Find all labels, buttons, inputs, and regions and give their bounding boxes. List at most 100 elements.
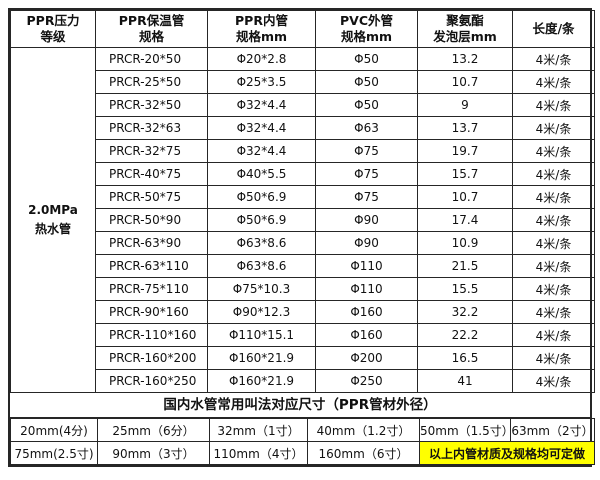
spec-row: PRCR-50*75 Φ50*6.9 Φ75 10.7 4米/条 bbox=[11, 185, 595, 209]
length-per-piece-cell: 4米/条 bbox=[512, 254, 595, 278]
outer-pipe-spec-cell: Φ160 bbox=[315, 323, 418, 347]
length-per-piece-cell: 4米/条 bbox=[512, 70, 595, 94]
naming-table: 20mm(4分) 25mm（6分） 32mm（1寸） 40mm（1.2寸） 50mm（1… bbox=[10, 418, 595, 465]
insulation-spec-cell: PRCR-32*50 bbox=[95, 93, 208, 117]
inner-pipe-spec-cell: Φ110*15.1 bbox=[207, 323, 316, 347]
foam-thickness-cell: 13.2 bbox=[417, 47, 513, 71]
foam-thickness-cell: 19.7 bbox=[417, 139, 513, 163]
inner-pipe-spec-cell: Φ25*3.5 bbox=[207, 70, 316, 94]
insulation-spec-cell: PRCR-75*110 bbox=[95, 277, 208, 301]
naming-row: 75mm(2.5寸) 90mm（3寸） 110mm（4寸） 160mm（6寸） 以上内管… bbox=[10, 441, 595, 465]
insulation-spec-cell: PRCR-160*200 bbox=[95, 346, 208, 370]
foam-thickness-cell: 10.9 bbox=[417, 231, 513, 255]
spec-row: PRCR-40*75 Φ40*5.5 Φ75 15.7 4米/条 bbox=[11, 162, 595, 186]
inner-pipe-spec-cell: Φ50*6.9 bbox=[207, 185, 316, 209]
outer-pipe-spec-cell: Φ110 bbox=[315, 254, 418, 278]
size-name-cell: 40mm（1.2寸） bbox=[307, 418, 420, 442]
foam-thickness-cell: 21.5 bbox=[417, 254, 513, 278]
size-name-cell: 20mm(4分) bbox=[10, 418, 98, 442]
naming-rows: 20mm(4分) 25mm（6分） 32mm（1寸） 40mm（1.2寸） 50mm（1… bbox=[10, 418, 595, 465]
inner-pipe-spec-cell: Φ90*12.3 bbox=[207, 300, 316, 324]
foam-thickness-cell: 15.5 bbox=[417, 277, 513, 301]
insulation-spec-cell: PRCR-63*90 bbox=[95, 231, 208, 255]
foam-thickness-cell: 15.7 bbox=[417, 162, 513, 186]
outer-pipe-spec-cell: Φ50 bbox=[315, 93, 418, 117]
foam-thickness-cell: 10.7 bbox=[417, 70, 513, 94]
spec-row: PRCR-110*160 Φ110*15.1 Φ160 22.2 4米/条 bbox=[11, 323, 595, 347]
inner-pipe-spec-cell: Φ40*5.5 bbox=[207, 162, 316, 186]
insulation-spec-cell: PRCR-90*160 bbox=[95, 300, 208, 324]
outer-pipe-spec-cell: Φ90 bbox=[315, 231, 418, 255]
length-per-piece-cell: 4米/条 bbox=[512, 277, 595, 301]
foam-thickness-cell: 13.7 bbox=[417, 116, 513, 140]
insulation-spec-cell: PRCR-50*90 bbox=[95, 208, 208, 232]
length-per-piece-cell: 4米/条 bbox=[512, 139, 595, 163]
inner-pipe-spec-cell: Φ160*21.9 bbox=[207, 369, 316, 393]
outer-pipe-spec-cell: Φ50 bbox=[315, 70, 418, 94]
spec-rows: 2.0MPa 热水管 PRCR-20*50 Φ20*2.8 Φ50 13.2 4米/条 PRC… bbox=[10, 47, 595, 393]
column-header-length-per-piece: 长度/条 bbox=[512, 10, 595, 48]
column-header-pressure-grade: PPR压力 等级 bbox=[10, 10, 96, 48]
inner-pipe-spec-cell: Φ63*8.6 bbox=[207, 231, 316, 255]
insulation-spec-cell: PRCR-32*75 bbox=[95, 139, 208, 163]
length-per-piece-cell: 4米/条 bbox=[512, 369, 595, 393]
inner-pipe-spec-cell: Φ20*2.8 bbox=[207, 47, 316, 71]
spec-row: PRCR-75*110 Φ75*10.3 Φ110 15.5 4米/条 bbox=[11, 277, 595, 301]
insulation-spec-cell: PRCR-40*75 bbox=[95, 162, 208, 186]
spec-row: PRCR-32*63 Φ32*4.4 Φ63 13.7 4米/条 bbox=[11, 116, 595, 140]
column-header-insulation-spec: PPR保温管 规格 bbox=[95, 10, 208, 48]
inner-pipe-spec-cell: Φ32*4.4 bbox=[207, 116, 316, 140]
foam-thickness-cell: 22.2 bbox=[417, 323, 513, 347]
insulation-spec-cell: PRCR-110*160 bbox=[95, 323, 208, 347]
foam-thickness-cell: 32.2 bbox=[417, 300, 513, 324]
insulation-spec-cell: PRCR-20*50 bbox=[95, 47, 208, 71]
size-name-cell: 25mm（6分） bbox=[97, 418, 210, 442]
size-name-cell: 75mm(2.5寸) bbox=[10, 441, 98, 465]
spec-row: PRCR-160*250 Φ160*21.9 Φ250 41 4米/条 bbox=[11, 369, 595, 393]
length-per-piece-cell: 4米/条 bbox=[512, 47, 595, 71]
insulation-spec-cell: PRCR-32*63 bbox=[95, 116, 208, 140]
length-per-piece-cell: 4米/条 bbox=[512, 300, 595, 324]
outer-pipe-spec-cell: Φ75 bbox=[315, 139, 418, 163]
inner-pipe-spec-cell: Φ63*8.6 bbox=[207, 254, 316, 278]
spec-row: PRCR-32*75 Φ32*4.4 Φ75 19.7 4米/条 bbox=[11, 139, 595, 163]
length-per-piece-cell: 4米/条 bbox=[512, 323, 595, 347]
spec-row: PRCR-63*110 Φ63*8.6 Φ110 21.5 4米/条 bbox=[11, 254, 595, 278]
foam-thickness-cell: 10.7 bbox=[417, 185, 513, 209]
custom-order-note: 以上内管材质及规格均可定做 bbox=[419, 441, 595, 465]
inner-pipe-spec-cell: Φ32*4.4 bbox=[207, 139, 316, 163]
main-spec-table: PPR压力 等级 PPR保温管 规格 PPR内管 规格mm PVC外管 规格mm 聚氨酯 发泡层m… bbox=[10, 10, 595, 393]
outer-pipe-spec-cell: Φ50 bbox=[315, 47, 418, 71]
inner-pipe-spec-cell: Φ32*4.4 bbox=[207, 93, 316, 117]
length-per-piece-cell: 4米/条 bbox=[512, 208, 595, 232]
spec-row: PRCR-32*50 Φ32*4.4 Φ50 9 4米/条 bbox=[11, 93, 595, 117]
outer-pipe-spec-cell: Φ250 bbox=[315, 369, 418, 393]
spec-row: PRCR-90*160 Φ90*12.3 Φ160 32.2 4米/条 bbox=[11, 300, 595, 324]
pressure-grade-cell: 2.0MPa 热水管 bbox=[10, 47, 96, 393]
size-name-cell: 160mm（6寸） bbox=[307, 441, 420, 465]
column-header-outer-pipe-spec: PVC外管 规格mm bbox=[315, 10, 418, 48]
insulation-spec-cell: PRCR-160*250 bbox=[95, 369, 208, 393]
column-header-foam-layer: 聚氨酯 发泡层mm bbox=[417, 10, 513, 48]
length-per-piece-cell: 4米/条 bbox=[512, 162, 595, 186]
insulation-spec-cell: PRCR-25*50 bbox=[95, 70, 208, 94]
length-per-piece-cell: 4米/条 bbox=[512, 93, 595, 117]
foam-thickness-cell: 41 bbox=[417, 369, 513, 393]
size-name-cell: 90mm（3寸） bbox=[97, 441, 210, 465]
outer-pipe-spec-cell: Φ75 bbox=[315, 162, 418, 186]
foam-thickness-cell: 17.4 bbox=[417, 208, 513, 232]
length-per-piece-cell: 4米/条 bbox=[512, 346, 595, 370]
size-name-cell: 63mm（2寸） bbox=[510, 418, 595, 442]
pipe-spec-sheet: PPR压力 等级 PPR保温管 规格 PPR内管 规格mm PVC外管 规格mm 聚氨酯 发泡层m… bbox=[8, 8, 595, 467]
column-header-inner-pipe-spec: PPR内管 规格mm bbox=[207, 10, 316, 48]
size-name-cell: 50mm（1.5寸） bbox=[419, 418, 511, 442]
insulation-spec-cell: PRCR-50*75 bbox=[95, 185, 208, 209]
outer-pipe-spec-cell: Φ90 bbox=[315, 208, 418, 232]
inner-pipe-spec-cell: Φ50*6.9 bbox=[207, 208, 316, 232]
length-per-piece-cell: 4米/条 bbox=[512, 185, 595, 209]
size-name-cell: 32mm（1寸） bbox=[209, 418, 308, 442]
naming-section-title: 国内水管常用叫法对应尺寸（PPR管材外径） bbox=[10, 393, 590, 418]
spec-row: PRCR-63*90 Φ63*8.6 Φ90 10.9 4米/条 bbox=[11, 231, 595, 255]
outer-pipe-spec-cell: Φ63 bbox=[315, 116, 418, 140]
length-per-piece-cell: 4米/条 bbox=[512, 231, 595, 255]
